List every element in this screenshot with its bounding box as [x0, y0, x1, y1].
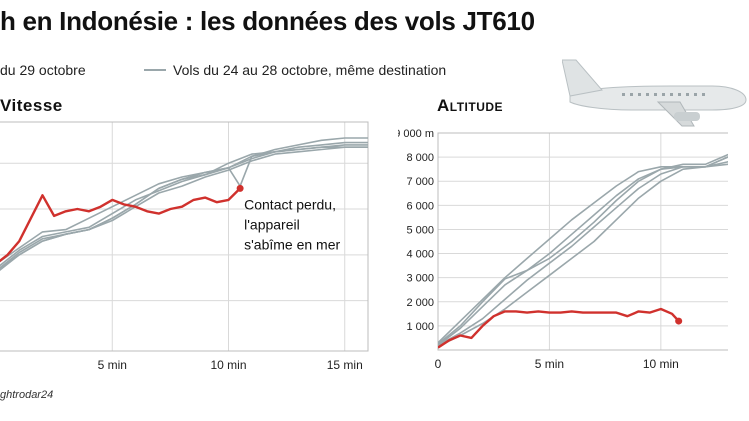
series-line-previous-flight [438, 156, 728, 346]
speed-panel-title: Vitesse [0, 96, 63, 115]
legend-red-label: du 29 octobre [0, 62, 86, 78]
source-credit: ghtrodar24 [0, 389, 54, 401]
annotation-text: s'abîme en mer [244, 236, 340, 252]
x-tick-label: 5 min [535, 357, 564, 371]
annotation-text: l'appareil [244, 216, 300, 232]
y-tick-label: 6 000 [406, 200, 434, 212]
last-contact-point [236, 184, 244, 192]
x-tick-label: 5 min [98, 358, 127, 372]
page-title: h en Indonésie : les données des vols JT… [0, 6, 535, 36]
y-tick-label: 4 000 [406, 249, 434, 261]
plot-frame [437, 132, 728, 351]
y-tick-label: 2 000 [406, 297, 434, 309]
legend-red-entry: du 29 octobre [0, 62, 86, 78]
series-line-previous-flight [438, 153, 728, 345]
series-line-jt610-oct29 [0, 187, 241, 263]
y-tick-label: 9 000 m [398, 128, 434, 140]
x-tick-label: 0 [435, 357, 442, 371]
x-tick-label: 10 min [210, 358, 246, 372]
legend-grey-swatch [144, 69, 166, 71]
series-line-previous-flight [438, 156, 728, 344]
altitude-panel-title: Altitude [437, 96, 504, 115]
annotation-text: Contact perdu, [244, 196, 336, 212]
x-tick-label: 10 min [643, 357, 679, 371]
series-line-previous-flight [0, 137, 368, 263]
legend-grey-label: Vols du 24 au 28 octobre, même destinati… [173, 62, 447, 78]
plot-frame [0, 121, 369, 352]
x-tick-label: 15 min [327, 358, 363, 372]
y-tick-label: 8 000 [406, 152, 434, 164]
y-tick-label: 7 000 [406, 176, 434, 188]
series-line-previous-flight [438, 163, 728, 348]
last-contact-point [675, 317, 683, 325]
legend-grey-entry: Vols du 24 au 28 octobre, même destinati… [144, 62, 446, 78]
y-tick-label: 3 000 [406, 273, 434, 285]
series-line-jt610-oct29 [438, 307, 680, 349]
speed-chart: 5 min 10 min 15 min Contact perdu, l'apparei… [0, 121, 369, 372]
y-tick-label: 5 000 [406, 224, 434, 236]
altitude-chart: 1 000 2 000 3 000 4 000 5 000 6 000 7 000 8 000… [398, 128, 728, 371]
series-line-previous-flight [0, 146, 368, 270]
airplane-icon [562, 59, 747, 127]
y-tick-label: 1 000 [406, 321, 434, 333]
